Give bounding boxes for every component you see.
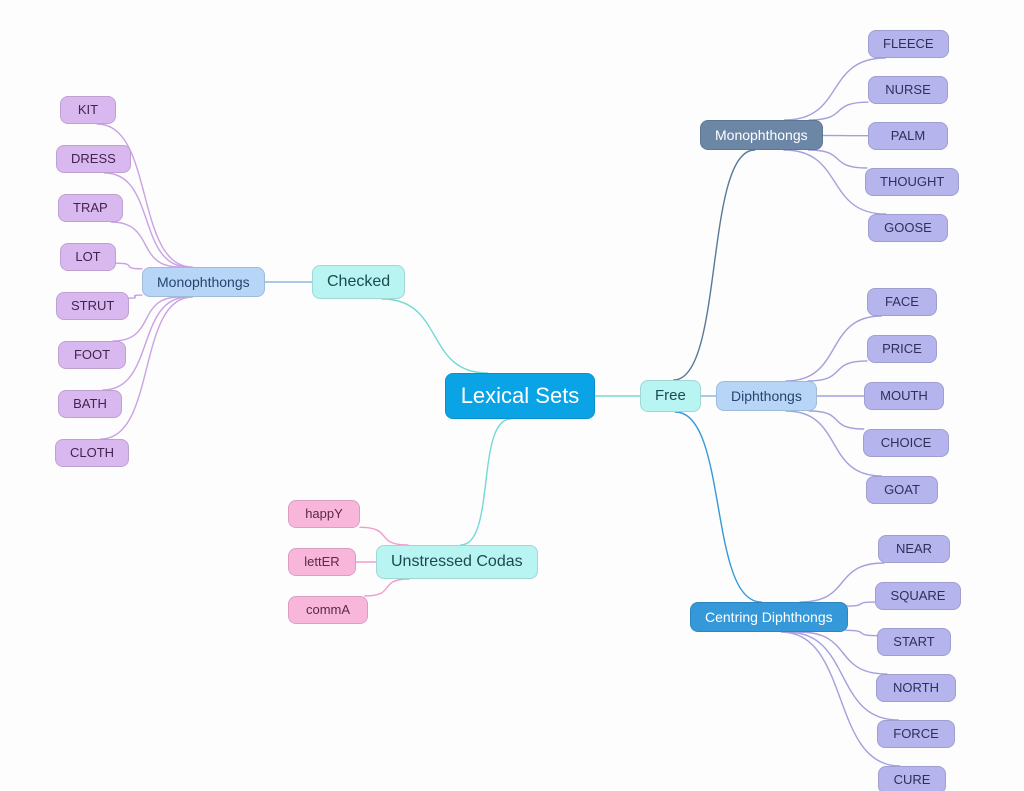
node-square: SQUARE <box>875 582 961 610</box>
edge-chk_mono-trap <box>111 222 179 267</box>
edge-free_cent-near <box>800 563 884 602</box>
node-dress: DRESS <box>56 145 131 173</box>
edge-free-free_cent <box>675 412 761 602</box>
edge-chk_mono-strut <box>128 295 142 298</box>
node-unstressed: Unstressed Codas <box>376 545 538 579</box>
node-north: NORTH <box>876 674 956 702</box>
node-strut: STRUT <box>56 292 129 320</box>
node-force: FORCE <box>877 720 955 748</box>
edge-unstressed-comma <box>365 579 410 596</box>
node-face: FACE <box>867 288 937 316</box>
node-goat: GOAT <box>866 476 938 504</box>
edge-free_cent-square <box>846 602 875 606</box>
node-chk_mono: Monophthongs <box>142 267 265 297</box>
node-mouth: MOUTH <box>864 382 944 410</box>
edge-free-free_mono <box>674 150 755 380</box>
node-price: PRICE <box>867 335 937 363</box>
node-lot: LOT <box>60 243 116 271</box>
node-near: NEAR <box>878 535 950 563</box>
node-palm: PALM <box>868 122 948 150</box>
node-free_mono: Monophthongs <box>700 120 823 150</box>
node-goose: GOOSE <box>868 214 948 242</box>
node-bath: BATH <box>58 390 122 418</box>
edge-root-checked <box>382 299 487 373</box>
node-root: Lexical Sets <box>445 373 595 419</box>
node-cure: CURE <box>878 766 946 791</box>
node-nurse: NURSE <box>868 76 948 104</box>
node-choice: CHOICE <box>863 429 949 457</box>
node-free_cent: Centring Diphthongs <box>690 602 848 632</box>
node-cloth: CLOTH <box>55 439 129 467</box>
node-free_diph: Diphthongs <box>716 381 817 411</box>
node-trap: TRAP <box>58 194 123 222</box>
edge-free_diph-choice <box>809 411 863 429</box>
node-checked: Checked <box>312 265 405 299</box>
edge-free_cent-north <box>799 632 887 674</box>
node-foot: FOOT <box>58 341 126 369</box>
edge-free_diph-price <box>808 361 867 381</box>
edge-root-unstressed <box>461 419 511 545</box>
edge-unstressed-happy <box>360 527 408 545</box>
node-comma: commA <box>288 596 368 624</box>
node-happy: happY <box>288 500 360 528</box>
node-kit: KIT <box>60 96 116 124</box>
edge-free_mono-nurse <box>809 102 868 120</box>
edge-chk_mono-lot <box>116 263 142 269</box>
node-thought: THOUGHT <box>865 168 959 196</box>
node-start: START <box>877 628 951 656</box>
node-free: Free <box>640 380 701 412</box>
edge-free_mono-thought <box>809 150 867 168</box>
edge-free_cent-start <box>846 630 877 635</box>
node-fleece: FLEECE <box>868 30 949 58</box>
node-letter: lettER <box>288 548 356 576</box>
